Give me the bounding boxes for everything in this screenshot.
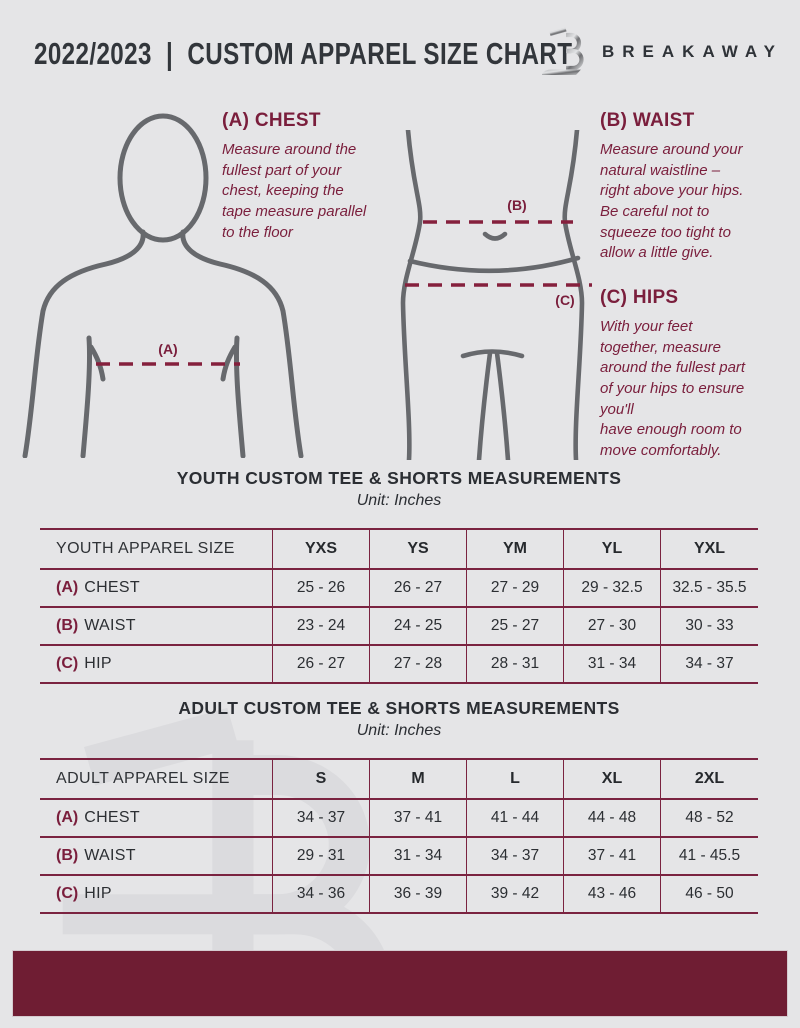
hips-marker-label: (C) — [555, 292, 574, 308]
measurement-value-cell: 27 - 28 — [370, 646, 467, 682]
measurement-value-cell: 27 - 29 — [467, 570, 564, 606]
table-row: (C) HIP 26 - 27 27 - 28 28 - 31 31 - 34 34 - 3… — [40, 646, 758, 684]
youth-size-table: YOUTH APPAREL SIZE YXS YS YM YL YXL (A) CHEST 25… — [40, 528, 758, 684]
page-title: 2022/2023 | CUSTOM APPAREL SIZE CHART — [34, 36, 573, 71]
measurement-label: CHEST — [84, 579, 140, 596]
size-column-header: YXL — [693, 540, 726, 557]
measurement-value-cell: 34 - 37 — [467, 838, 564, 874]
waist-marker-label: (B) — [507, 197, 526, 213]
table-header-row: YOUTH APPAREL SIZE YXS YS YM YL YXL — [40, 530, 758, 570]
table-row: (A) CHEST 34 - 37 37 - 41 41 - 44 44 - 48 48 -… — [40, 800, 758, 838]
size-column-header: M — [370, 760, 467, 798]
measurement-label-cell: (C) HIP — [40, 876, 273, 912]
adult-size-table: ADULT APPAREL SIZE S M L XL 2XL (A) CHEST 34 - 3… — [40, 758, 758, 914]
size-column-header: 2XL — [694, 770, 725, 787]
measurement-label-cell: (A) CHEST — [40, 800, 273, 836]
measurement-value-cell: 26 - 27 — [370, 570, 467, 606]
measurement-value-cell: 37 - 41 — [564, 838, 661, 874]
table-row: (A) CHEST 25 - 26 26 - 27 27 - 29 29 - 32.5 32… — [40, 570, 758, 608]
measurement-value-cell: 34 - 36 — [273, 876, 370, 912]
size-column-header: YXS — [273, 530, 370, 568]
youth-table-title: YOUTH CUSTOM TEE & SHORTS MEASUREMENTS — [176, 468, 622, 488]
measurement-key: (A) — [56, 809, 79, 826]
measurement-value-cell: 46 - 50 — [685, 885, 734, 902]
chest-section-heading: (A) CHEST — [222, 110, 321, 131]
size-column-header: XL — [564, 760, 661, 798]
measurement-label: WAIST — [84, 847, 136, 864]
measurement-key: (C) — [56, 885, 79, 902]
measurement-key: (A) — [56, 579, 79, 596]
waist-section-heading: (B) WAIST — [600, 110, 695, 131]
waist-hips-figure-illustration: (B) (C) — [400, 130, 592, 460]
measurement-value-cell: 39 - 42 — [467, 876, 564, 912]
measurement-label-cell: (C) HIP — [40, 646, 273, 682]
measurement-value-cell: 31 - 34 — [564, 646, 661, 682]
table-row: (C) HIP 34 - 36 36 - 39 39 - 42 43 - 46 46 - 5… — [40, 876, 758, 914]
size-column-header: S — [273, 760, 370, 798]
measurement-value-cell: 29 - 32.5 — [564, 570, 661, 606]
measurement-label: HIP — [84, 885, 112, 902]
brand-lockup: BREAKAWAY — [540, 24, 783, 80]
hips-section-heading: (C) HIPS — [600, 287, 679, 308]
measurement-label: WAIST — [84, 617, 136, 634]
adult-table-unit: Unit: Inches — [356, 722, 442, 739]
size-column-header: L — [467, 760, 564, 798]
size-column-header: YL — [564, 530, 661, 568]
measurement-label-cell: (A) CHEST — [40, 570, 273, 606]
youth-table-title-block: YOUTH CUSTOM TEE & SHORTS MEASUREMENTS U… — [40, 468, 758, 510]
measurement-label-cell: (B) WAIST — [40, 608, 273, 644]
measurement-label: CHEST — [84, 809, 140, 826]
measurement-key: (C) — [56, 655, 79, 672]
measurement-label: HIP — [84, 655, 112, 672]
apparel-size-header: YOUTH APPAREL SIZE — [40, 530, 273, 568]
measurement-value-cell: 24 - 25 — [370, 608, 467, 644]
measurement-value-cell: 23 - 24 — [273, 608, 370, 644]
size-column-header: YS — [370, 530, 467, 568]
chest-instructions: Measure around the fullest part of your … — [222, 141, 367, 241]
measurement-label-cell: (B) WAIST — [40, 838, 273, 874]
breakaway-b-logo-icon — [542, 27, 584, 75]
size-column-header: YM — [467, 530, 564, 568]
measurement-value-cell: 27 - 30 — [564, 608, 661, 644]
adult-table-title-block: ADULT CUSTOM TEE & SHORTS MEASUREMENTS U… — [40, 698, 758, 740]
table-header-row: ADULT APPAREL SIZE S M L XL 2XL — [40, 760, 758, 800]
adult-table-title: ADULT CUSTOM TEE & SHORTS MEASUREMENTS — [178, 698, 620, 718]
measurement-value-cell: 34 - 37 — [685, 655, 734, 672]
apparel-size-header: ADULT APPAREL SIZE — [40, 760, 273, 798]
measurement-key: (B) — [56, 847, 79, 864]
footer-bar — [12, 950, 788, 1017]
waist-instructions: Measure around your natural waistline – … — [600, 141, 744, 262]
measurement-value-cell: 32.5 - 35.5 — [672, 579, 747, 596]
measurement-value-cell: 44 - 48 — [564, 800, 661, 836]
measurement-value-cell: 37 - 41 — [370, 800, 467, 836]
measurement-value-cell: 41 - 45.5 — [678, 847, 741, 864]
chest-marker-label: (A) — [158, 341, 177, 357]
measurement-value-cell: 29 - 31 — [273, 838, 370, 874]
measurement-value-cell: 41 - 44 — [467, 800, 564, 836]
measurement-value-cell: 25 - 27 — [467, 608, 564, 644]
measurement-key: (B) — [56, 617, 79, 634]
measurement-value-cell: 48 - 52 — [685, 809, 734, 826]
measurement-value-cell: 34 - 37 — [273, 800, 370, 836]
measurement-value-cell: 31 - 34 — [370, 838, 467, 874]
chest-figure-illustration: (A) — [22, 113, 304, 458]
measurement-value-cell: 28 - 31 — [467, 646, 564, 682]
measurement-value-cell: 26 - 27 — [273, 646, 370, 682]
table-row: (B) WAIST 23 - 24 24 - 25 25 - 27 27 - 30 30 -… — [40, 608, 758, 646]
brand-name: BREAKAWAY — [602, 42, 783, 61]
measurement-value-cell: 36 - 39 — [370, 876, 467, 912]
hips-instructions: With your feet together, measure around … — [600, 318, 746, 460]
measurement-value-cell: 30 - 33 — [685, 617, 734, 634]
youth-table-unit: Unit: Inches — [356, 492, 442, 509]
measurement-value-cell: 43 - 46 — [564, 876, 661, 912]
measurement-value-cell: 25 - 26 — [273, 570, 370, 606]
table-row: (B) WAIST 29 - 31 31 - 34 34 - 37 37 - 41 41 -… — [40, 838, 758, 876]
